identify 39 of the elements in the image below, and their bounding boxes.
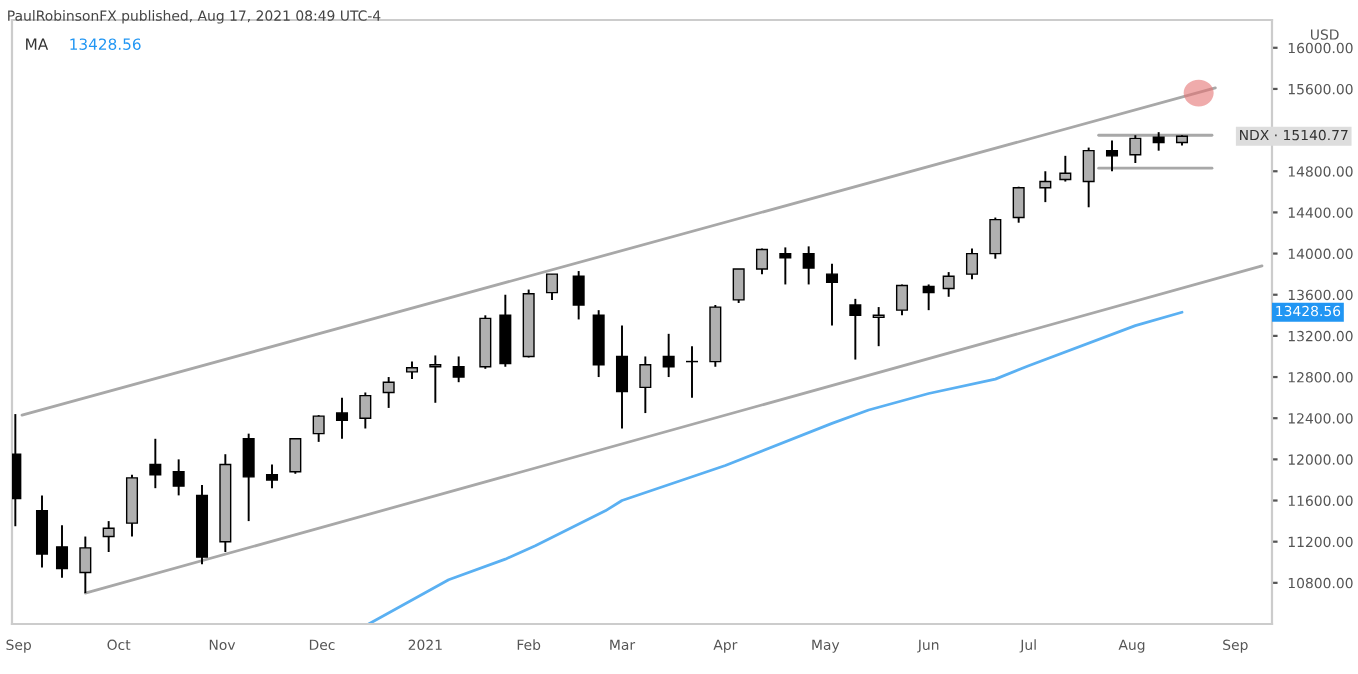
candlestick	[922, 283, 935, 312]
candlestick	[429, 354, 442, 404]
candlestick	[172, 458, 185, 497]
candlestick	[572, 270, 585, 321]
candlestick	[335, 396, 349, 440]
candlestick	[1012, 185, 1025, 224]
candlestick	[545, 273, 559, 301]
candlestick	[102, 520, 115, 553]
candlestick	[265, 463, 279, 490]
candlestick	[1039, 170, 1052, 204]
candlestick	[802, 245, 815, 286]
candlestick	[1105, 139, 1119, 173]
candlestick	[662, 332, 675, 379]
candlestick	[615, 324, 629, 430]
candlestick	[895, 283, 909, 317]
candlestick	[755, 247, 769, 276]
candlestick	[989, 216, 1002, 260]
candlestick	[359, 391, 372, 430]
candlestick	[55, 524, 69, 579]
candlestick	[125, 473, 139, 538]
candlestick	[825, 262, 839, 327]
candlestick	[382, 376, 395, 409]
candlestick	[965, 247, 979, 281]
candlestick	[12, 413, 22, 528]
candlestick	[872, 306, 885, 348]
candlestick	[639, 355, 652, 415]
candlestick	[35, 494, 49, 569]
candlestick	[452, 355, 465, 384]
candlestick	[942, 271, 955, 298]
candlestick	[732, 268, 745, 304]
candlestick	[242, 432, 255, 523]
candlestick	[779, 246, 792, 286]
candlestick	[149, 437, 162, 490]
candlestick	[849, 297, 862, 361]
candlestick	[312, 414, 325, 443]
line-series	[367, 310, 1184, 624]
candlestick	[289, 437, 302, 475]
candlestick	[1059, 154, 1072, 183]
candlestick	[1152, 131, 1165, 152]
